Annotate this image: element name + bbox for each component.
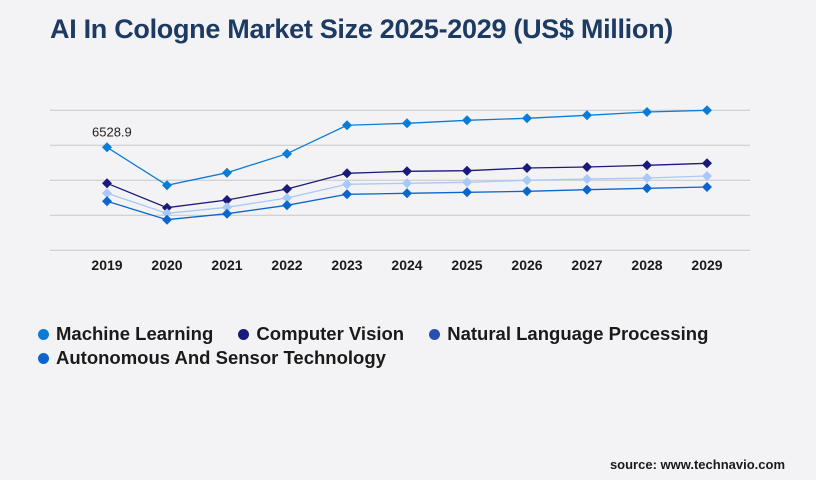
legend-marker-icon <box>429 328 441 340</box>
data-point <box>582 173 592 184</box>
data-point <box>522 186 532 197</box>
data-point <box>342 120 352 131</box>
data-point <box>282 183 292 194</box>
data-point <box>642 106 652 117</box>
x-tick-label: 2026 <box>511 257 542 273</box>
data-point <box>222 195 232 206</box>
data-point <box>702 170 712 181</box>
data-point <box>462 165 472 176</box>
data-point <box>282 200 292 211</box>
data-point <box>522 162 532 173</box>
data-point <box>222 202 232 213</box>
data-point <box>162 208 172 219</box>
data-point <box>102 188 112 199</box>
legend-marker-icon <box>38 328 49 340</box>
legend-marker-icon <box>238 328 250 340</box>
data-point <box>342 168 352 179</box>
data-point <box>402 118 412 129</box>
data-point <box>642 183 652 194</box>
data-point <box>402 188 412 199</box>
data-point <box>102 142 112 153</box>
data-point <box>162 202 172 213</box>
x-tick-label: 2022 <box>271 257 302 273</box>
data-point <box>222 208 232 219</box>
data-point <box>402 178 412 189</box>
data-point <box>582 110 592 121</box>
x-tick-label: 2025 <box>451 257 482 273</box>
legend-marker-icon <box>38 352 49 364</box>
x-tick-label: 2027 <box>571 257 602 273</box>
legend-label: Computer Vision <box>256 323 405 344</box>
x-tick-label: 2020 <box>151 257 182 273</box>
x-tick-label: 2023 <box>331 257 362 273</box>
x-tick-label: 2024 <box>391 257 422 273</box>
line-chart: 2019 2020 2021 2022 2023 2024 2025 2026 2027 2028… <box>50 105 750 273</box>
source-note: source: www.technavio.com <box>609 457 785 472</box>
data-label: 6528.9 <box>92 124 132 139</box>
data-point <box>342 189 352 200</box>
legend-item-computer-vision[interactable]: Computer Vision <box>238 322 404 346</box>
legend: Machine Learning Computer Vision Natural… <box>38 322 738 370</box>
legend-item-autonomous-and-sensor-technology[interactable]: Autonomous And Sensor Technology <box>38 346 386 370</box>
data-point <box>522 175 532 186</box>
data-point <box>642 160 652 171</box>
data-point <box>582 184 592 195</box>
data-point <box>462 177 472 188</box>
chart-title: AI In Cologne Market Size 2025-2029 (US$… <box>50 14 673 44</box>
data-point <box>702 182 712 193</box>
data-point <box>702 158 712 169</box>
data-point <box>282 148 292 159</box>
x-tick-label: 2029 <box>691 257 722 273</box>
data-point <box>102 178 112 189</box>
legend-label: Autonomous And Sensor Technology <box>56 347 386 368</box>
data-point <box>582 162 592 173</box>
data-point <box>102 196 112 207</box>
data-point <box>522 113 532 124</box>
legend-item-natural-language-processing[interactable]: Natural Language Processing <box>429 322 708 346</box>
data-point <box>222 167 232 178</box>
data-point <box>282 193 292 204</box>
data-point <box>462 115 472 126</box>
data-point <box>342 179 352 190</box>
data-point <box>702 105 712 116</box>
x-tick-label: 2028 <box>631 257 662 273</box>
x-tick-label: 2021 <box>211 257 242 273</box>
data-point <box>462 187 472 198</box>
data-point <box>162 214 172 225</box>
x-tick-label: 2019 <box>91 257 122 273</box>
legend-label: Machine Learning <box>56 323 214 344</box>
legend-label: Natural Language Processing <box>447 323 709 344</box>
data-point <box>642 172 652 183</box>
legend-item-machine-learning[interactable]: Machine Learning <box>38 322 213 346</box>
data-point <box>402 166 412 177</box>
data-point <box>162 180 172 191</box>
